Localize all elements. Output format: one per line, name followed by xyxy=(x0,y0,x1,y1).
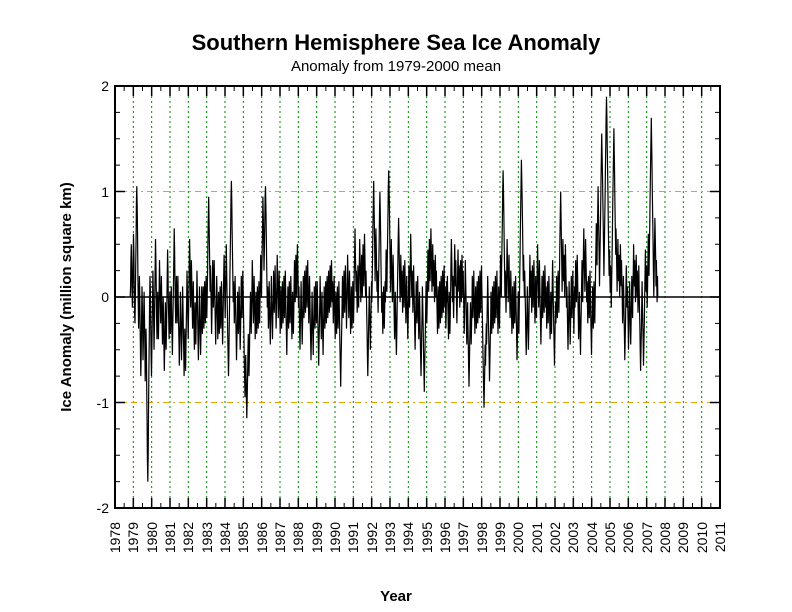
x-tick-label: 2003 xyxy=(565,522,581,572)
y-tick-label: -1 xyxy=(79,395,109,411)
x-tick-label: 2011 xyxy=(712,522,728,572)
x-tick-label: 2009 xyxy=(675,522,691,572)
x-tick-label: 1999 xyxy=(492,522,508,572)
x-tick-label: 1983 xyxy=(199,522,215,572)
x-tick-label: 1984 xyxy=(217,522,233,572)
x-tick-label: 2006 xyxy=(620,522,636,572)
x-tick-label: 1987 xyxy=(272,522,288,572)
x-tick-label: 2010 xyxy=(694,522,710,572)
y-tick-label: -2 xyxy=(79,500,109,516)
x-tick-label: 1980 xyxy=(144,522,160,572)
x-tick-label: 2008 xyxy=(657,522,673,572)
x-tick-label: 1989 xyxy=(309,522,325,572)
x-tick-label: 1996 xyxy=(437,522,453,572)
x-tick-label: 1988 xyxy=(290,522,306,572)
plot-area xyxy=(0,0,792,612)
anomaly-series xyxy=(130,97,658,482)
x-tick-label: 1994 xyxy=(400,522,416,572)
x-tick-label: 2000 xyxy=(510,522,526,572)
x-tick-label: 2007 xyxy=(639,522,655,572)
x-tick-label: 2005 xyxy=(602,522,618,572)
x-tick-label: 1991 xyxy=(345,522,361,572)
x-tick-label: 2002 xyxy=(547,522,563,572)
y-tick-label: 0 xyxy=(79,289,109,305)
x-tick-label: 1981 xyxy=(162,522,178,572)
x-tick-label: 1985 xyxy=(235,522,251,572)
y-tick-label: 1 xyxy=(79,184,109,200)
x-tick-label: 1992 xyxy=(364,522,380,572)
x-tick-label: 1997 xyxy=(455,522,471,572)
x-tick-label: 2001 xyxy=(529,522,545,572)
x-tick-label: 1990 xyxy=(327,522,343,572)
x-tick-label: 1986 xyxy=(254,522,270,572)
x-tick-label: 2004 xyxy=(584,522,600,572)
x-tick-label: 1993 xyxy=(382,522,398,572)
x-tick-label: 1995 xyxy=(419,522,435,572)
x-tick-label: 1978 xyxy=(107,522,123,572)
y-tick-label: 2 xyxy=(79,78,109,94)
x-tick-label: 1998 xyxy=(474,522,490,572)
x-tick-label: 1982 xyxy=(180,522,196,572)
x-tick-label: 1979 xyxy=(125,522,141,572)
